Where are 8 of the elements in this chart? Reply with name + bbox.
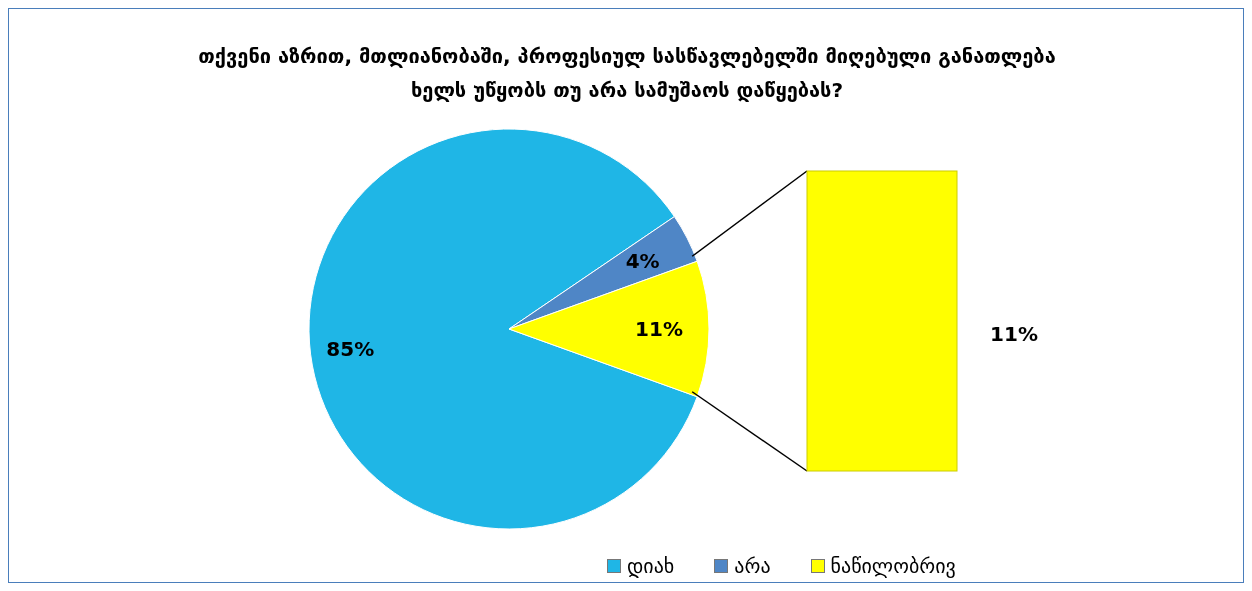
legend-label: არა — [734, 554, 771, 578]
data-label: 85% — [326, 337, 375, 362]
text: 11% — [990, 322, 1038, 346]
legend-label: დიახ — [627, 554, 675, 578]
data-label: 11% — [635, 317, 683, 341]
data-label: 4% — [625, 248, 660, 273]
chart-title: თქვენი აზრით, მთლიანობაში, პროფესიულ სასწავლებელში მიღებული განათლება ხელს უწყობს თუ არა სამუშაოს დაწყებას? — [197, 43, 1057, 104]
legend-label: ნაწილობრივ — [830, 554, 956, 578]
